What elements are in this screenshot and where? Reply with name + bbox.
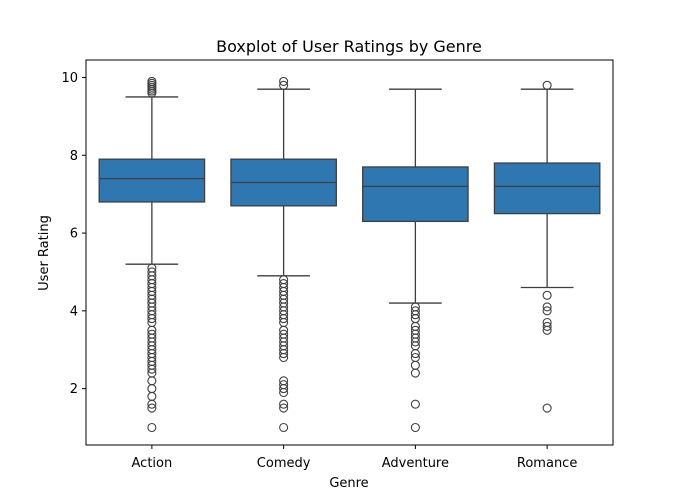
chart-title: Boxplot of User Ratings by Genre [216,37,482,56]
x-tick-label: Action [132,456,173,471]
box-group-action [98,76,206,433]
outlier-point [410,349,420,359]
outlier-point [410,399,420,409]
outlier-point [542,290,552,300]
outlier-point [279,80,289,90]
outlier-point [147,399,157,409]
y-axis-label: User Rating [37,215,52,291]
outlier-point [147,422,157,433]
iqr-box [362,166,469,223]
y-axis: 2 4 6 8 10 [61,71,86,397]
x-axis-label: Genre [329,476,368,491]
box-group-adventure [362,88,469,433]
outlier-point [279,387,289,398]
outlier-point [147,391,157,401]
outlier-point [279,399,289,409]
iqr-box [98,158,206,203]
outlier-point [410,422,420,433]
outlier-point [147,376,157,386]
x-tick-label: Romance [517,456,577,471]
plot-area [98,76,601,433]
x-tick-label: Comedy [257,456,311,471]
outlier-point [147,364,157,374]
outlier-point [279,384,289,394]
outlier-point [279,352,289,363]
iqr-box [493,162,601,215]
outlier-point [147,384,157,394]
outlier-point [147,314,157,324]
box-group-comedy [230,76,337,433]
x-tick-label: Adventure [382,456,449,471]
y-tick-label: 8 [70,149,78,164]
axes-frame [85,59,614,446]
box-group-romance [493,80,601,413]
outlier-point [542,306,552,316]
outlier-point [542,321,552,331]
outlier-point [410,360,420,370]
x-axis: Action Comedy Adventure Romance [132,445,577,471]
outlier-point [147,403,157,413]
outlier-point [542,80,552,90]
y-tick-label: 10 [61,71,78,86]
outlier-point [279,76,289,86]
outlier-point [542,325,552,335]
outlier-point [542,302,552,312]
outlier-point [410,368,420,378]
outlier-point [542,403,552,413]
outlier-point [410,310,420,320]
outlier-point [279,314,289,324]
outlier-point [147,76,157,86]
outlier-point [279,422,289,433]
outlier-point [410,337,420,347]
y-tick-label: 6 [70,227,78,242]
y-tick-label: 2 [70,382,78,397]
y-tick-label: 4 [70,304,78,319]
outlier-point [279,403,289,413]
outlier-point [279,349,289,359]
